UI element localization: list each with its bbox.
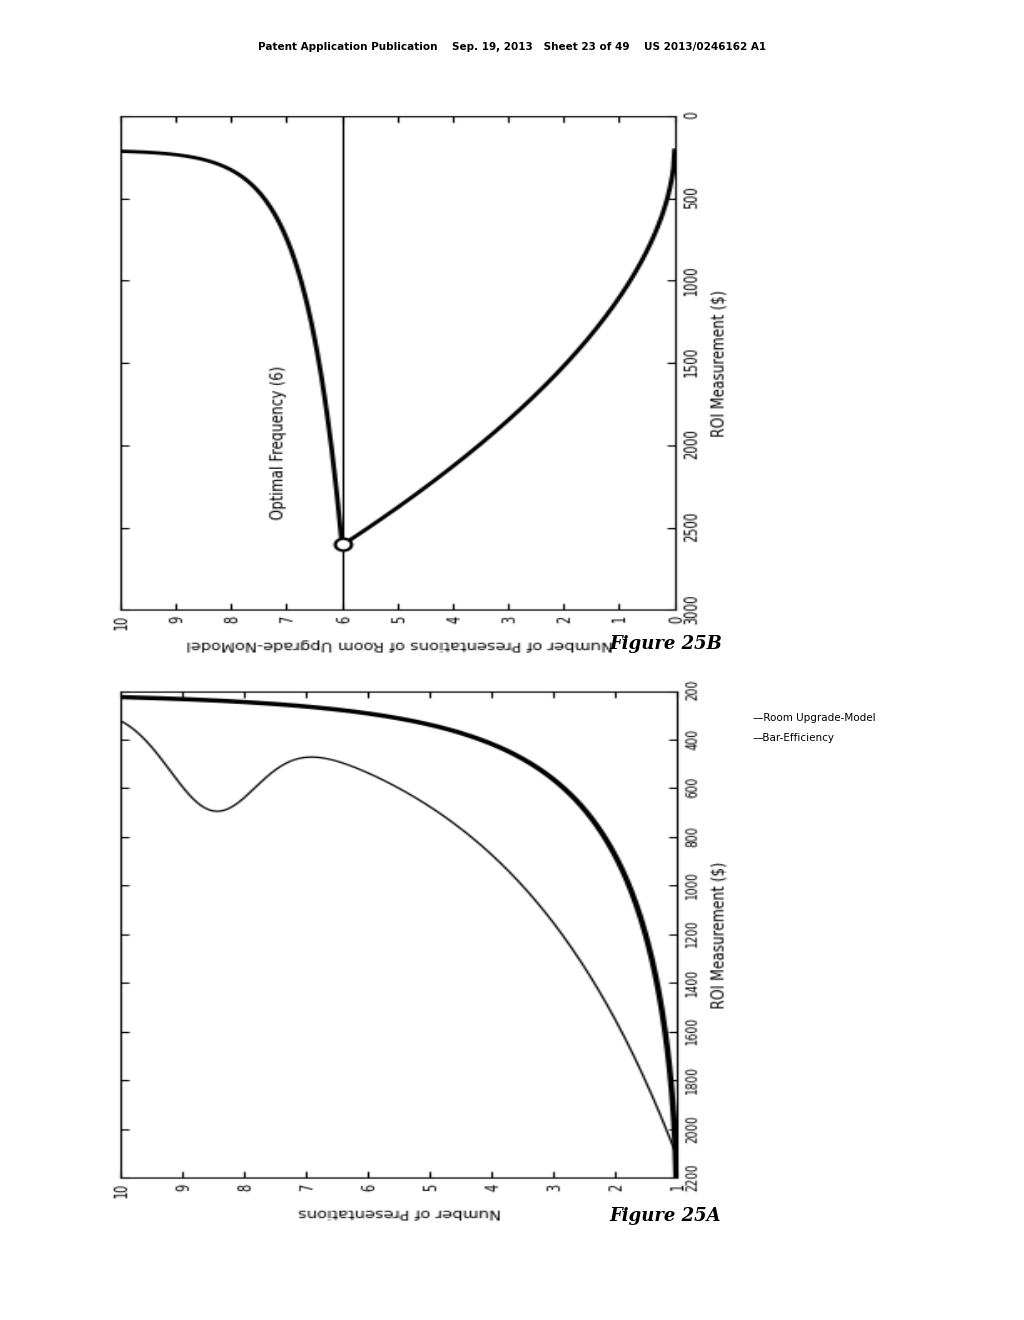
Text: —Bar-Efficiency: —Bar-Efficiency (753, 733, 835, 743)
Text: Patent Application Publication    Sep. 19, 2013   Sheet 23 of 49    US 2013/0246: Patent Application Publication Sep. 19, … (258, 42, 766, 53)
Text: —Room Upgrade-Model: —Room Upgrade-Model (753, 713, 876, 723)
Text: Figure 25A: Figure 25A (609, 1206, 721, 1225)
Text: Figure 25B: Figure 25B (609, 635, 722, 653)
